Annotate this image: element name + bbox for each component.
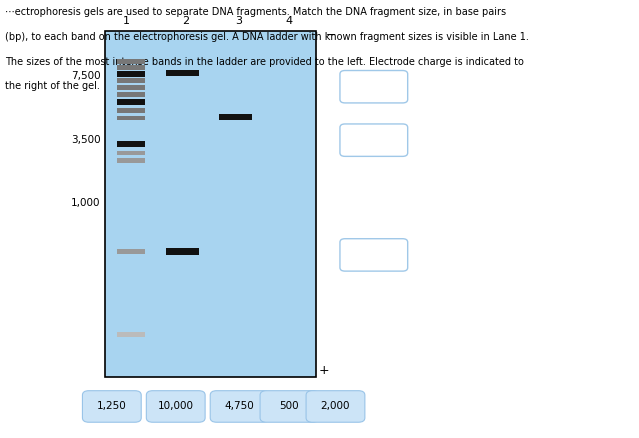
Text: the right of the gel.: the right of the gel. [5, 81, 100, 92]
Bar [166, 70, 199, 76]
FancyBboxPatch shape [210, 391, 269, 422]
Bar [117, 332, 145, 337]
FancyBboxPatch shape [306, 391, 365, 422]
Text: 3: 3 [235, 16, 242, 26]
Bar [117, 108, 145, 113]
Bar [117, 65, 145, 70]
Bar [117, 99, 145, 105]
FancyBboxPatch shape [260, 391, 319, 422]
Bar [117, 249, 145, 254]
FancyBboxPatch shape [340, 71, 408, 103]
FancyBboxPatch shape [340, 124, 408, 156]
Text: 1,000: 1,000 [71, 198, 100, 208]
FancyBboxPatch shape [82, 391, 141, 422]
Text: +: + [318, 364, 329, 377]
Bar [117, 141, 145, 147]
Bar [117, 78, 145, 83]
Bar [117, 92, 145, 97]
Bar [117, 85, 145, 90]
Text: 10,000: 10,000 [158, 402, 194, 411]
Text: ⋯ectrophoresis gels are used to separate DNA fragments. Match the DNA fragment s: ⋯ectrophoresis gels are used to separate… [5, 7, 506, 17]
Text: 1,250: 1,250 [97, 402, 127, 411]
Bar [117, 71, 145, 77]
Text: 4: 4 [286, 16, 293, 26]
FancyBboxPatch shape [146, 391, 205, 422]
Bar [117, 158, 145, 163]
FancyBboxPatch shape [340, 239, 408, 271]
Bar [219, 114, 252, 120]
Bar [105, 31, 316, 377]
Text: −: − [326, 28, 336, 42]
Text: 2,000: 2,000 [321, 402, 350, 411]
Bar [117, 116, 145, 120]
Text: 4,750: 4,750 [225, 402, 254, 411]
Text: 500: 500 [280, 402, 299, 411]
Text: 2: 2 [182, 16, 189, 26]
Text: 3,500: 3,500 [71, 135, 100, 145]
Bar [166, 248, 199, 255]
Text: 7,500: 7,500 [71, 71, 100, 81]
Text: (bp), to each band on the electrophoresis gel. A DNA ladder with known fragment : (bp), to each band on the electrophoresi… [5, 32, 529, 42]
Bar [117, 59, 145, 64]
Text: 1: 1 [123, 16, 130, 26]
Text: The sizes of the most intense bands in the ladder are provided to the left. Elec: The sizes of the most intense bands in t… [5, 57, 524, 67]
Bar [117, 151, 145, 155]
